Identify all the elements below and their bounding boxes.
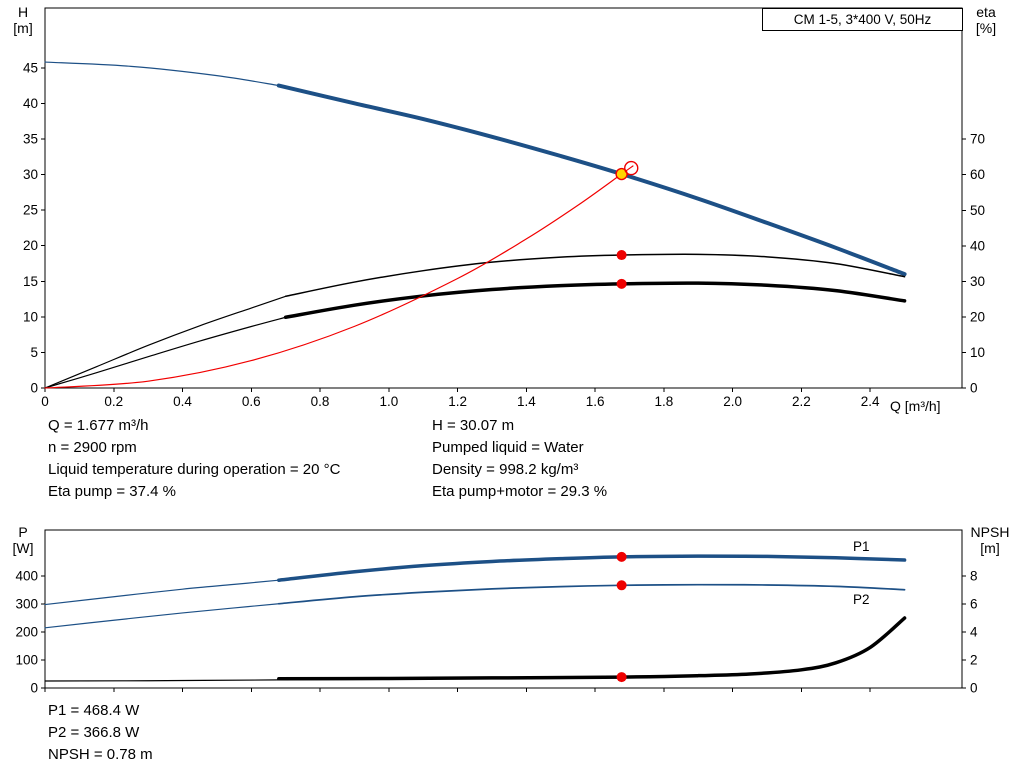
p2-curve-label: P2 bbox=[853, 592, 870, 607]
right-axis-tick-label: 70 bbox=[970, 132, 985, 147]
left-axis-tick-label: 10 bbox=[23, 309, 38, 324]
left-axis-tick-label: 30 bbox=[23, 167, 38, 182]
x-axis-tick-label: 1.2 bbox=[448, 394, 467, 409]
p2-curve bbox=[277, 583, 906, 605]
p1-point bbox=[616, 551, 627, 562]
left-axis-title-bottom: P [W] bbox=[4, 524, 42, 556]
npsh-point bbox=[616, 672, 627, 683]
left-axis-tick-label: 20 bbox=[23, 238, 38, 253]
left-axis-tick-label: 15 bbox=[23, 274, 38, 289]
eta-pump-motor-lead bbox=[44, 316, 287, 389]
duty-point bbox=[615, 167, 628, 181]
x-axis-tick-label: 2.4 bbox=[861, 394, 880, 409]
npsh-curve bbox=[277, 616, 907, 681]
eta-pump-lead bbox=[44, 295, 287, 389]
p1-curve bbox=[277, 554, 907, 582]
right-axis-tick-label: 60 bbox=[970, 167, 985, 182]
p2-curve-lead bbox=[44, 603, 280, 629]
info-line-head: H = 30.07 m bbox=[432, 417, 515, 434]
npsh-curve-lead bbox=[44, 679, 280, 682]
eta-pump-motor-point bbox=[616, 278, 627, 289]
p2-point bbox=[616, 580, 627, 591]
power-info: P1 = 468.4 W P2 = 366.8 W NPSH = 0.78 m bbox=[48, 700, 153, 766]
info-line-q: Q = 1.677 m³/h bbox=[48, 417, 149, 434]
right-axis-title-bottom: NPSH [m] bbox=[960, 524, 1020, 556]
h-axis-unit: [m] bbox=[13, 20, 33, 36]
right-axis-tick-label: 10 bbox=[970, 345, 985, 360]
duty-info-right: H = 30.07 m Pumped liquid = Water Densit… bbox=[432, 415, 607, 503]
eta-pump-curve bbox=[284, 253, 906, 298]
eta-axis-label: eta bbox=[976, 4, 996, 20]
left-axis-tick-label: 0 bbox=[30, 681, 38, 696]
p-axis-unit: [W] bbox=[12, 540, 34, 556]
left-axis-tick-label: 300 bbox=[15, 597, 38, 612]
duty-ring bbox=[624, 160, 639, 176]
npsh-axis-label: NPSH bbox=[970, 524, 1010, 540]
info-line-liquid: Pumped liquid = Water bbox=[432, 439, 584, 456]
info-line-p1: P1 = 468.4 W bbox=[48, 702, 140, 719]
right-axis-tick-label: 30 bbox=[970, 274, 985, 289]
right-axis-tick-label: 2 bbox=[970, 653, 978, 668]
info-line-eta-pump-motor: Eta pump+motor = 29.3 % bbox=[432, 483, 608, 500]
left-axis-tick-label: 100 bbox=[15, 653, 38, 668]
right-axis-tick-label: 40 bbox=[970, 238, 985, 253]
x-axis-tick-label: 2.0 bbox=[723, 394, 742, 409]
p-axis-label: P bbox=[18, 524, 28, 540]
info-line-density: Density = 998.2 kg/m³ bbox=[432, 461, 579, 478]
info-line-speed: n = 2900 rpm bbox=[48, 439, 137, 456]
x-axis-tick-label: 0 bbox=[41, 394, 49, 409]
head-curve-lead bbox=[44, 61, 280, 87]
plot-frame bbox=[44, 529, 963, 689]
plot-frame bbox=[44, 7, 963, 389]
x-axis-tick-label: 1.4 bbox=[517, 394, 536, 409]
right-axis-tick-label: 20 bbox=[970, 309, 985, 324]
p1-curve-label: P1 bbox=[853, 539, 870, 554]
info-line-npsh: NPSH = 0.78 m bbox=[48, 746, 153, 763]
p1-curve-lead bbox=[44, 579, 280, 606]
left-axis-tick-label: 400 bbox=[15, 569, 38, 584]
right-axis-tick-label: 0 bbox=[970, 681, 978, 696]
x-axis-tick-label: 0.2 bbox=[104, 394, 123, 409]
info-line-eta-pump: Eta pump = 37.4 % bbox=[48, 483, 176, 500]
x-axis-tick-label: 1.8 bbox=[655, 394, 674, 409]
left-axis-tick-label: 200 bbox=[15, 625, 38, 640]
left-axis-tick-label: 25 bbox=[23, 203, 38, 218]
pump-title-box: CM 1-5, 3*400 V, 50Hz bbox=[762, 8, 963, 31]
duty-info-left: Q = 1.677 m³/h n = 2900 rpm Liquid tempe… bbox=[48, 415, 340, 503]
left-axis-tick-label: 0 bbox=[30, 381, 38, 396]
x-axis-tick-label: 1.0 bbox=[379, 394, 398, 409]
left-axis-tick-label: 35 bbox=[23, 131, 38, 146]
left-axis-tick-label: 45 bbox=[23, 60, 38, 75]
left-axis-tick-label: 5 bbox=[30, 345, 38, 360]
left-axis-tick-label: 40 bbox=[23, 96, 38, 111]
right-axis-tick-label: 50 bbox=[970, 203, 985, 218]
info-line-temperature: Liquid temperature during operation = 20… bbox=[48, 461, 341, 478]
eta-axis-unit: [%] bbox=[975, 20, 997, 36]
info-line-p2: P2 = 366.8 W bbox=[48, 724, 140, 741]
h-axis-label: H bbox=[17, 4, 29, 20]
right-axis-tick-label: 0 bbox=[970, 381, 978, 396]
eta-pump-point bbox=[616, 250, 627, 261]
x-axis-tick-label: 1.6 bbox=[586, 394, 605, 409]
system-curve bbox=[44, 165, 634, 389]
x-axis-title: Q [m³/h] bbox=[890, 398, 941, 414]
right-axis-title-top: eta [%] bbox=[964, 4, 1008, 36]
x-axis-tick-label: 0.6 bbox=[242, 394, 261, 409]
eta-pump-motor-curve bbox=[283, 281, 907, 320]
x-axis-tick-label: 0.8 bbox=[311, 394, 330, 409]
head-curve bbox=[276, 83, 907, 277]
left-axis-title-top: H [m] bbox=[4, 4, 42, 36]
x-axis-tick-label: 2.2 bbox=[792, 394, 811, 409]
right-axis-tick-label: 8 bbox=[970, 569, 978, 584]
x-axis-tick-label: 0.4 bbox=[173, 394, 192, 409]
npsh-axis-unit: [m] bbox=[980, 540, 1000, 556]
right-axis-tick-label: 4 bbox=[970, 625, 978, 640]
right-axis-tick-label: 6 bbox=[970, 597, 978, 612]
